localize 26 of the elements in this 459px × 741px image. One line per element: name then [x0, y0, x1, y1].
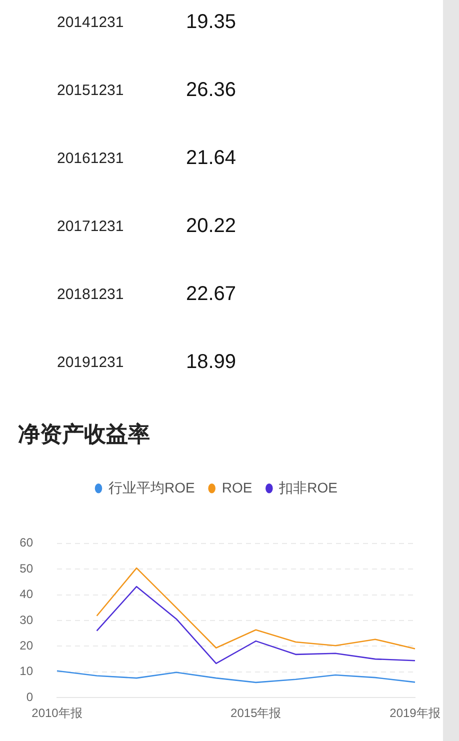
text: 26.36 — [186, 78, 236, 102]
text: 20171231 — [57, 218, 125, 234]
text: 19.35 — [186, 10, 236, 34]
legend-label: ROE — [222, 479, 252, 496]
text: 20141231 — [57, 14, 125, 30]
y-tick-label: 10 — [20, 664, 34, 678]
text: 20181231 — [57, 286, 125, 302]
y-tick-label: 0 — [26, 690, 34, 704]
text: 22.67 — [186, 282, 236, 306]
y-tick-label: 40 — [20, 587, 34, 602]
y-tick-label: 50 — [20, 561, 34, 576]
text: 20161231 — [57, 150, 125, 166]
x-tick-label: 2015年报 — [230, 706, 282, 720]
text: 20.22 — [186, 214, 236, 238]
text: 20151231 — [57, 82, 125, 98]
text: 18.99 — [186, 350, 236, 374]
text: 20191231 — [57, 354, 125, 370]
y-tick-label: 30 — [20, 612, 34, 627]
legend-label: 扣非ROE — [278, 479, 338, 496]
y-tick-label: 20 — [20, 638, 34, 653]
x-tick-label: 2019年报 — [390, 706, 440, 720]
chart-title: 净资产收益率 — [18, 421, 150, 446]
text: 21.64 — [186, 146, 236, 170]
legend-label: 行业平均ROE — [108, 479, 195, 496]
x-tick-label: 2010年报 — [32, 706, 82, 720]
y-tick-label: 60 — [20, 536, 34, 550]
